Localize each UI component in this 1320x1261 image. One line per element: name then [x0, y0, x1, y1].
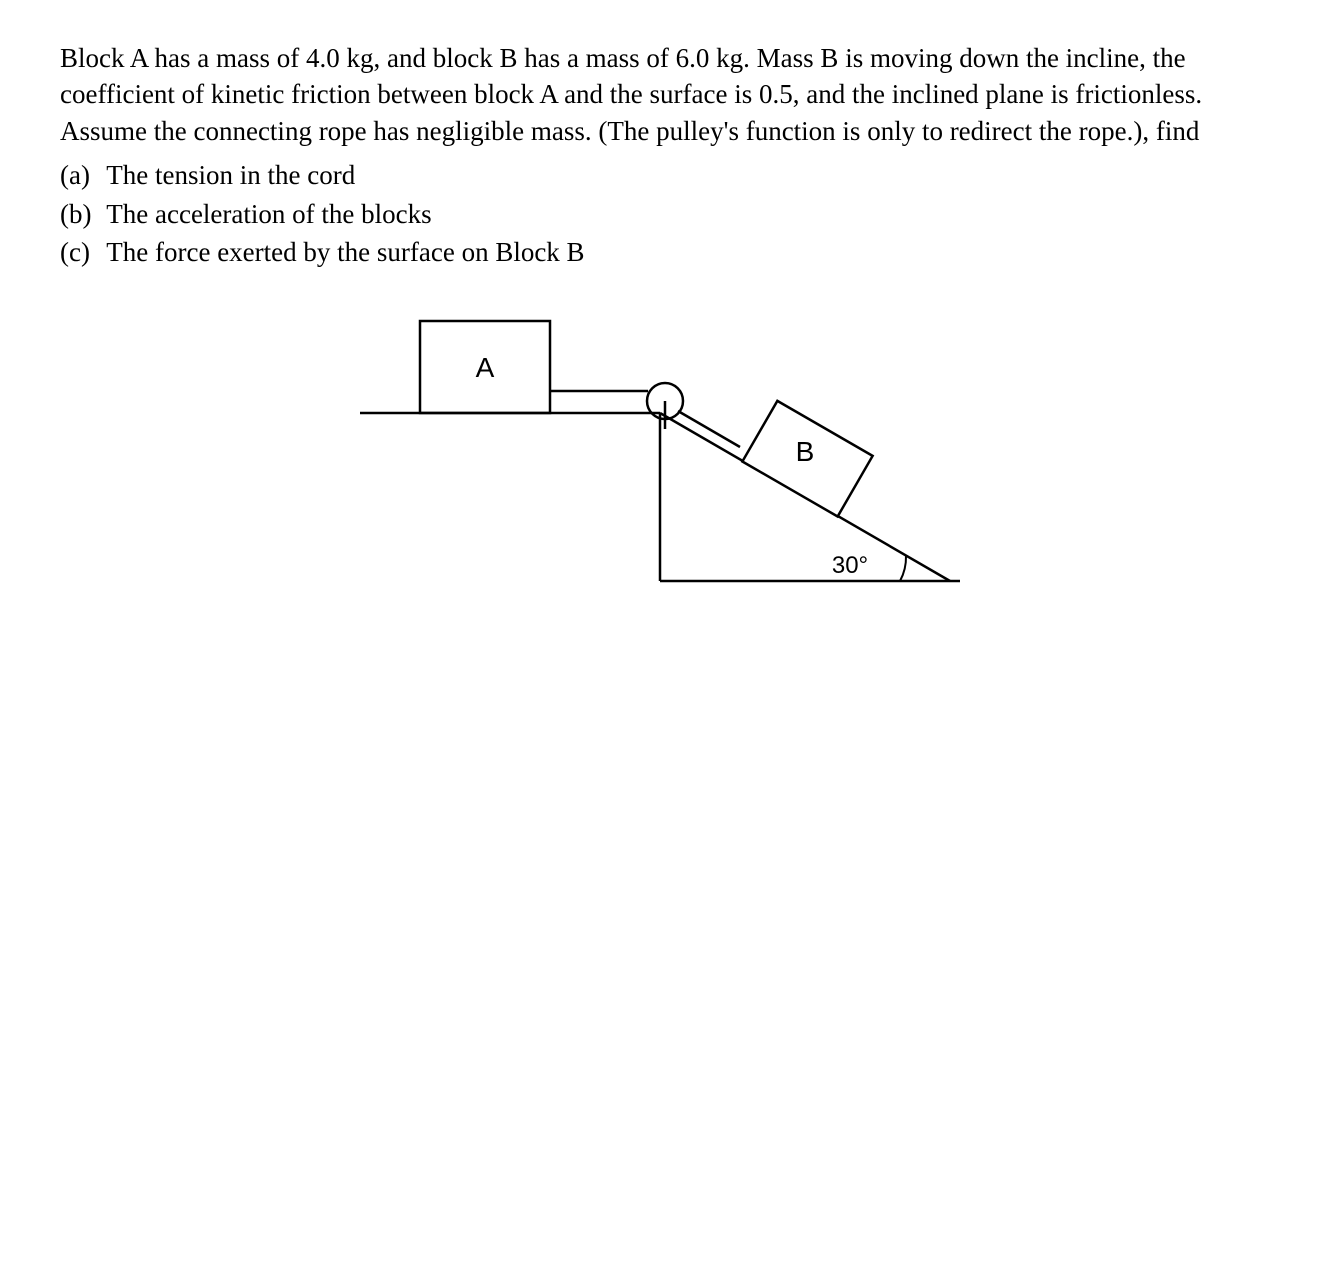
physics-diagram: A 30° B: [360, 301, 960, 621]
part-c: (c) The force exerted by the surface on …: [60, 234, 1260, 270]
diagram-container: A 30° B: [60, 301, 1260, 621]
angle-arc: [900, 556, 906, 581]
problem-parts: (a) The tension in the cord (b) The acce…: [60, 157, 1260, 270]
part-text: The tension in the cord: [106, 160, 355, 190]
part-text: The force exerted by the surface on Bloc…: [106, 237, 584, 267]
part-label: (b): [60, 196, 100, 232]
part-b: (b) The acceleration of the blocks: [60, 196, 1260, 232]
block-b-label: B: [796, 436, 815, 467]
part-a: (a) The tension in the cord: [60, 157, 1260, 193]
part-label: (c): [60, 234, 100, 270]
part-label: (a): [60, 157, 100, 193]
problem-statement: Block A has a mass of 4.0 kg, and block …: [60, 40, 1260, 149]
part-text: The acceleration of the blocks: [106, 199, 431, 229]
block-a-label: A: [476, 352, 495, 383]
angle-label: 30°: [832, 552, 868, 579]
